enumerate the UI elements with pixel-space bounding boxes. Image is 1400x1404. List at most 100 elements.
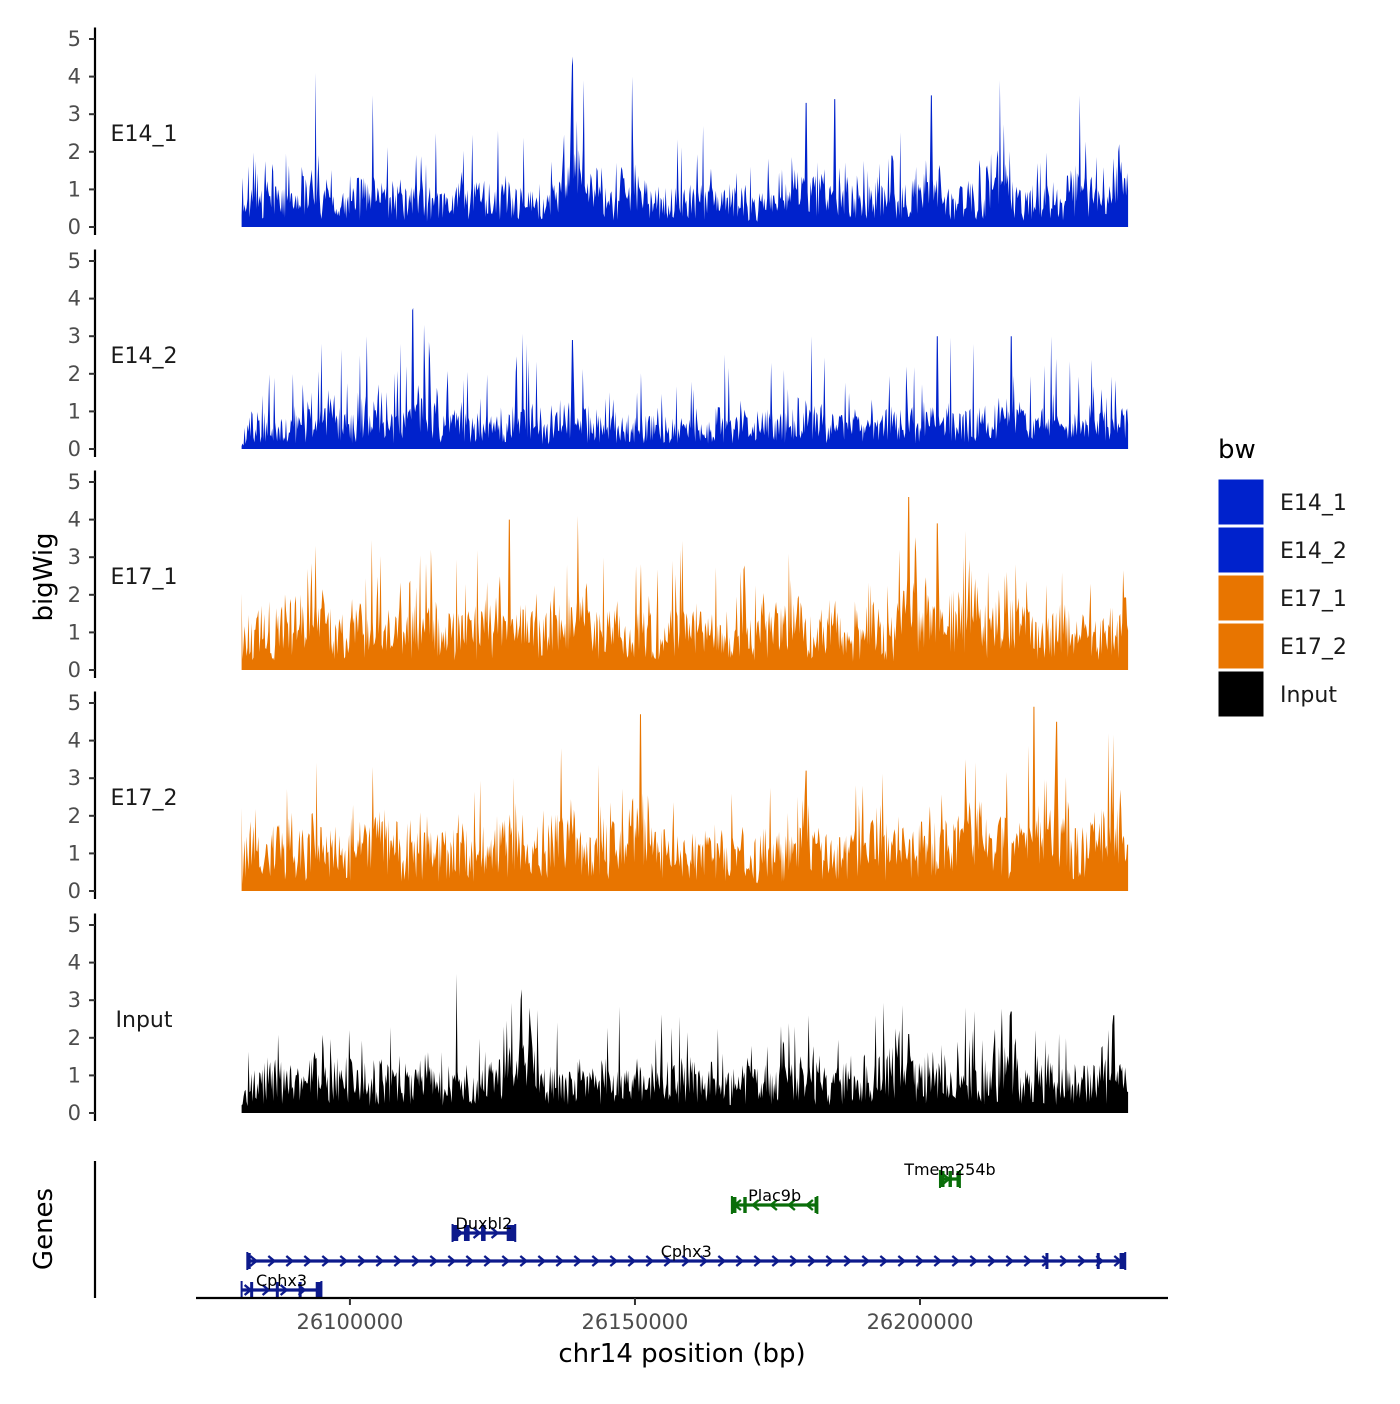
strand-arrow: [393, 1255, 403, 1267]
strand-arrow: [537, 1255, 547, 1267]
y-tick-label: 2: [68, 804, 81, 828]
strand-arrow: [807, 1255, 817, 1267]
strand-arrow: [897, 1255, 907, 1267]
strand-arrow: [303, 1255, 313, 1267]
track-label: Input: [116, 1008, 173, 1033]
exon: [481, 1225, 486, 1241]
y-tick-label: 5: [68, 27, 81, 51]
y-tick-label: 1: [68, 620, 81, 644]
exon: [814, 1197, 818, 1213]
exon: [1045, 1253, 1049, 1269]
strand-arrow: [249, 1255, 259, 1267]
legend-label: E17_1: [1280, 587, 1347, 612]
y-tick-label: 0: [68, 437, 81, 461]
legend-title: bw: [1218, 435, 1256, 465]
strand-arrow: [501, 1255, 511, 1267]
strand-arrow: [339, 1255, 349, 1267]
coverage-area: [241, 973, 1129, 1113]
exon: [247, 1253, 251, 1269]
y-tick-label: 5: [68, 913, 81, 937]
exon: [250, 1282, 254, 1298]
legend-swatch: [1217, 670, 1265, 718]
strand-arrow: [285, 1255, 295, 1267]
legend-swatch: [1217, 478, 1265, 526]
strand-arrow: [969, 1255, 979, 1267]
coverage-area: [241, 706, 1129, 891]
strand-arrow: [951, 1255, 961, 1267]
y-tick-label: 2: [68, 1026, 81, 1050]
y-tick-label: 3: [68, 102, 81, 126]
y-tick-label: 4: [68, 729, 81, 753]
y-tick-label: 4: [68, 65, 81, 89]
strand-arrow: [861, 1255, 871, 1267]
gene-cphx3: Cphx3: [240, 1271, 323, 1299]
y-tick-label: 1: [68, 841, 81, 865]
y-tick-label: 2: [68, 362, 81, 386]
strand-arrow: [789, 1255, 799, 1267]
y-tick-label: 5: [68, 249, 81, 273]
gene-duxbl2: Duxbl2: [451, 1214, 517, 1242]
y-tick-label: 5: [68, 470, 81, 494]
strand-arrow: [1005, 1255, 1015, 1267]
y-tick-label: 1: [68, 1063, 81, 1087]
strand-arrow: [465, 1255, 475, 1267]
legend-label: E14_2: [1280, 539, 1347, 564]
strand-arrow: [787, 1199, 796, 1211]
strand-arrow: [769, 1199, 778, 1211]
tracks-layer: E14_1 E14_2 E17_1 E17_2 Input: [111, 56, 1129, 1113]
y-tick-label: 1: [68, 177, 81, 201]
gene-tmem254b: Tmem254b: [903, 1160, 996, 1188]
strand-arrow: [555, 1255, 565, 1267]
legend-label: E14_1: [1280, 491, 1347, 516]
strand-arrow: [519, 1255, 529, 1267]
y-tick-label: 0: [68, 1101, 81, 1125]
strand-arrow: [717, 1255, 727, 1267]
gene-label: Plac9b: [748, 1186, 801, 1205]
track-e14-2: E14_2: [111, 308, 1129, 449]
y-tick-label: 3: [68, 324, 81, 348]
y-tick-label: 3: [68, 766, 81, 790]
exon: [956, 1171, 960, 1187]
strand-arrow: [267, 1255, 277, 1267]
exon: [506, 1225, 516, 1241]
legend: bw E14_1 E14_2 E17_1 E17_2 Input: [1217, 435, 1347, 718]
y-tick-label: 4: [68, 287, 81, 311]
strand-arrow: [279, 1284, 289, 1296]
strand-arrow: [987, 1255, 997, 1267]
strand-arrow: [573, 1255, 583, 1267]
y-tick-label: 4: [68, 951, 81, 975]
legend-label: Input: [1280, 683, 1337, 708]
track-label: E14_2: [111, 344, 178, 369]
exon: [1096, 1253, 1100, 1269]
strand-arrow: [321, 1255, 331, 1267]
track-input: Input: [116, 973, 1129, 1113]
y-tick-label: 5: [68, 691, 81, 715]
exon: [298, 1282, 302, 1298]
strand-arrow: [645, 1255, 655, 1267]
strand-arrow: [735, 1255, 745, 1267]
strand-arrow: [825, 1255, 835, 1267]
legend-entries: E14_1 E14_2 E17_1 E17_2 Input: [1217, 478, 1347, 718]
strand-arrow: [609, 1255, 619, 1267]
x-axis-title: chr14 position (bp): [558, 1339, 805, 1369]
track-label: E14_1: [111, 122, 178, 147]
legend-entry: E17_1: [1217, 574, 1347, 622]
strand-arrow: [357, 1255, 367, 1267]
strand-arrow: [843, 1255, 853, 1267]
strand-arrow: [1059, 1255, 1069, 1267]
exon: [731, 1197, 737, 1213]
strand-arrow: [663, 1255, 673, 1267]
genes-layer: Cphx3 Cphx3 Duxbl2 Plac9b Tmem254b: [240, 1160, 1127, 1299]
strand-arrow: [1023, 1255, 1033, 1267]
exon: [743, 1197, 747, 1213]
exon: [463, 1225, 470, 1241]
exon: [315, 1282, 322, 1298]
y-tick-label: 1: [68, 399, 81, 423]
strand-arrow: [879, 1255, 889, 1267]
track-label: E17_1: [111, 565, 178, 590]
strand-arrow: [261, 1284, 271, 1296]
exon: [948, 1171, 952, 1187]
y-tick-label: 3: [68, 545, 81, 569]
